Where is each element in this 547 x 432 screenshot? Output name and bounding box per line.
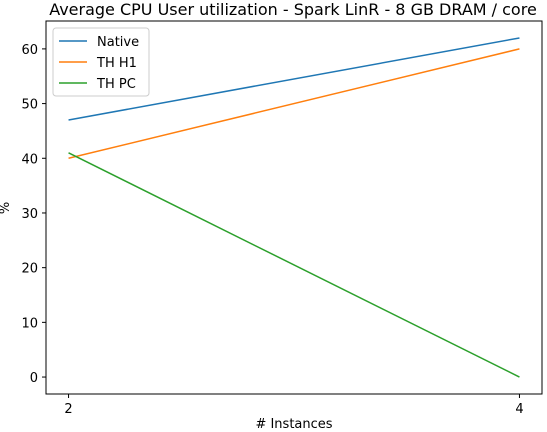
chart-title: Average CPU User utilization - Spark Lin…	[49, 0, 537, 19]
legend-label-native: Native	[97, 35, 139, 50]
y-tick-label: 40	[21, 152, 38, 167]
y-axis-label: %	[0, 202, 13, 214]
y-tick-label: 30	[21, 207, 38, 222]
legend-label-th-pc: TH PC	[96, 77, 136, 92]
series-line-th-h1	[68, 48, 520, 160]
y-tick-label: 60	[21, 43, 38, 58]
plot-area	[68, 37, 520, 378]
y-tick-label: 0	[30, 371, 38, 386]
y-tick-label: 10	[21, 316, 38, 331]
series-line-native	[68, 37, 520, 121]
legend-label-th-h1: TH H1	[96, 56, 137, 71]
axes-frame	[45, 20, 543, 395]
x-tick-label: 2	[64, 402, 72, 417]
legend-box	[52, 27, 150, 97]
y-tick-label: 50	[21, 98, 38, 113]
y-tick-label: 20	[21, 262, 38, 277]
legend: Native TH H1 TH PC	[52, 27, 150, 97]
series-line-th-pc	[68, 152, 520, 378]
x-tick-label: 4	[515, 402, 523, 417]
y-axis: 0 10 20 30 40 50 60	[21, 43, 46, 386]
x-axis-label: # Instances	[255, 417, 332, 432]
